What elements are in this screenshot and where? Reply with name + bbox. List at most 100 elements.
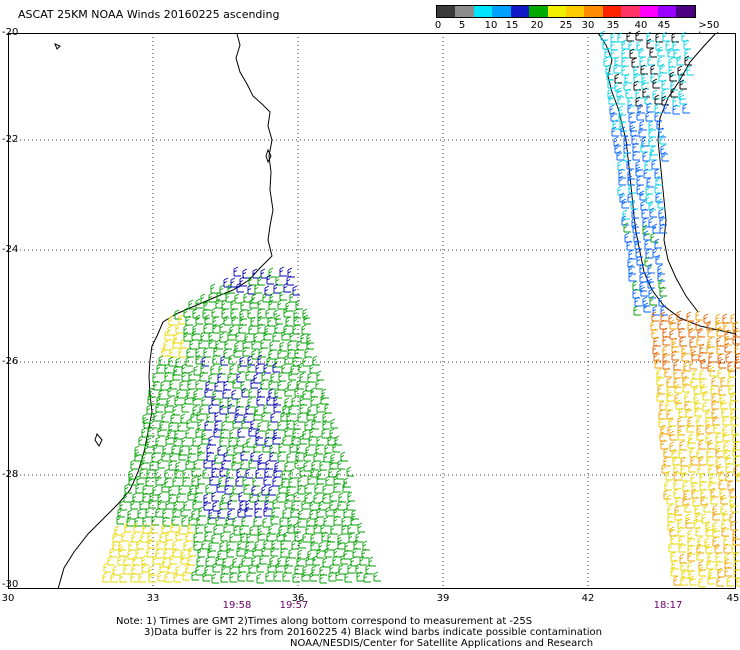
wind-barb [221, 564, 229, 575]
wind-barb [198, 506, 206, 517]
wind-barb [674, 505, 682, 516]
wind-barb [330, 453, 338, 464]
wind-barb [662, 31, 670, 42]
wind-barb [244, 548, 252, 559]
wind-barb [289, 331, 297, 342]
wind-barb [127, 549, 135, 560]
wind-barb [116, 514, 124, 525]
wind-barb [342, 482, 350, 493]
wind-barb [307, 474, 315, 485]
wind-barb [624, 73, 632, 84]
wind-barb [690, 455, 698, 466]
wind-barb [134, 445, 142, 456]
wind-barb [204, 522, 212, 533]
wind-barb [162, 516, 170, 527]
wind-barb [283, 531, 291, 542]
wind-barb [132, 492, 140, 503]
wind-barb [180, 548, 188, 559]
wind-barb [196, 556, 204, 567]
wind-barb [659, 223, 667, 234]
wind-barb [645, 193, 653, 204]
wind-barb [715, 457, 723, 468]
wind-barb [648, 217, 656, 228]
wind-barb [351, 509, 359, 520]
wind-barb [278, 442, 286, 453]
wind-barb [214, 453, 222, 464]
wind-barb [198, 338, 206, 349]
legend-label: 25 [559, 20, 573, 31]
wind-barb [654, 94, 662, 105]
wind-barb [235, 476, 243, 487]
wind-barb [193, 459, 201, 470]
wind-barb [200, 331, 208, 342]
wind-barb [136, 474, 144, 485]
wind-barb [656, 375, 664, 386]
wind-barb [130, 459, 138, 470]
wind-barb [212, 389, 220, 400]
wind-barb [197, 474, 205, 485]
wind-barb [691, 350, 699, 361]
wind-barb [641, 136, 649, 147]
wind-barb [147, 426, 155, 437]
wind-barb [679, 79, 687, 90]
wind-barb [131, 532, 139, 543]
wind-barb [221, 420, 229, 431]
wind-barb [687, 536, 695, 547]
wind-barb [725, 462, 733, 473]
wind-barb [680, 561, 688, 572]
wind-barb [708, 464, 716, 475]
wind-barb [174, 309, 182, 320]
wind-barb [687, 416, 695, 427]
wind-barb [169, 379, 177, 390]
wind-barb [658, 127, 666, 138]
wind-barb [175, 323, 183, 334]
wind-barb [644, 94, 652, 105]
wind-barb [732, 529, 740, 540]
wind-barb [293, 419, 301, 430]
wind-barb [174, 395, 182, 406]
wind-barb [695, 310, 703, 321]
wind-barb [696, 335, 704, 346]
wind-barb [264, 467, 272, 478]
wind-barb [263, 506, 271, 517]
wind-barb [228, 354, 236, 365]
wind-barb [203, 323, 211, 334]
wind-barb [635, 30, 643, 41]
wind-barb [706, 455, 714, 466]
wind-barb [334, 435, 342, 446]
wind-barb [669, 329, 677, 340]
wind-barb [678, 407, 686, 418]
wind-barb [220, 531, 228, 542]
wind-barb [689, 337, 697, 348]
wind-barb [192, 308, 200, 319]
wind-barb [639, 120, 647, 131]
wind-barb [671, 559, 679, 570]
wind-barb [275, 562, 283, 573]
wind-barb [190, 412, 198, 423]
wind-barb [636, 184, 644, 195]
wind-barb [166, 396, 174, 407]
wind-barb [631, 217, 639, 228]
legend-swatch [676, 6, 695, 17]
wind-barb [256, 562, 264, 573]
wind-barb [350, 515, 358, 526]
wind-barb [700, 358, 708, 369]
wind-barb [610, 32, 618, 43]
wind-barb [688, 433, 696, 444]
wind-barb [706, 343, 714, 354]
wind-barb [671, 342, 679, 353]
wind-barb [662, 352, 670, 363]
wind-barb [274, 388, 282, 399]
wind-barb [684, 48, 692, 59]
wind-barb [207, 547, 215, 558]
wind-barb [691, 481, 699, 492]
wind-barb [643, 168, 651, 179]
wind-barb [236, 397, 244, 408]
wind-barb [185, 531, 193, 542]
wind-barb [186, 418, 194, 429]
wind-barb [724, 335, 732, 346]
wind-barb [148, 387, 156, 398]
wind-barb [181, 436, 189, 447]
wind-barb [667, 512, 675, 523]
wind-barb [272, 331, 280, 342]
